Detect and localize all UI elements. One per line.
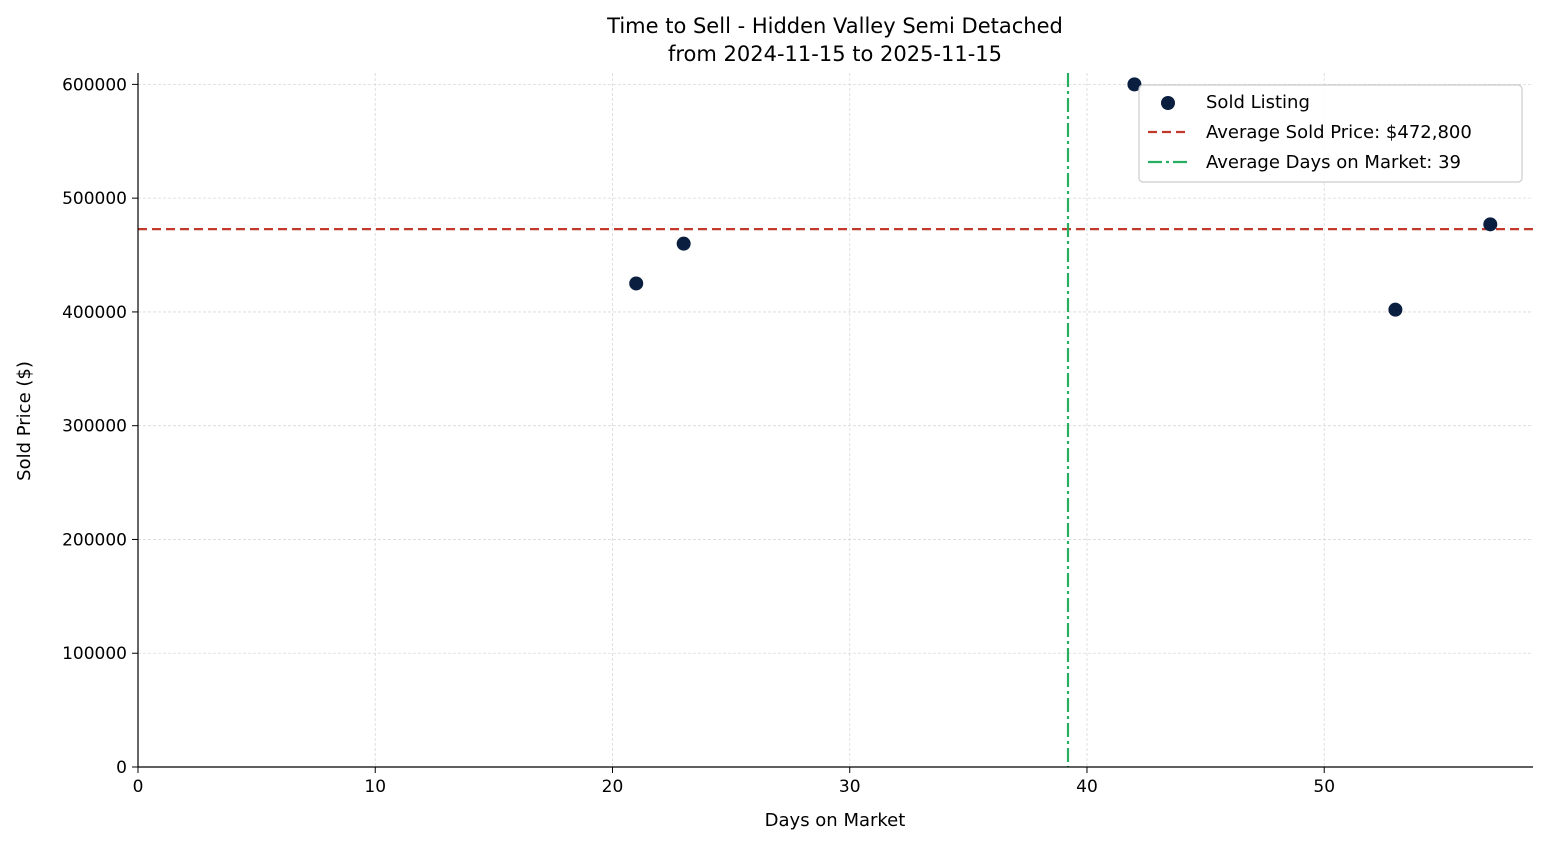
data-points [629, 77, 1498, 317]
y-tick-label: 600000 [62, 75, 127, 95]
legend-label-sold-listing: Sold Listing [1206, 92, 1310, 113]
y-tick-label: 200000 [62, 530, 127, 550]
legend-label-average-price: Average Sold Price: $472,800 [1206, 122, 1472, 143]
legend-box [1138, 84, 1523, 183]
sold-listing-point [1483, 217, 1498, 232]
x-tick-label: 10 [364, 777, 386, 797]
reference-lines [138, 73, 1533, 767]
legend-marker-sold-listing [1161, 96, 1175, 110]
sold-listing-point [1388, 302, 1403, 317]
x-axis-label: Days on Market [765, 810, 906, 831]
axes: 0 10 20 30 40 50 0 100000 200000 300000 400000 5000… [62, 73, 1533, 797]
y-tick-label: 0 [116, 758, 127, 778]
y-tick-label: 100000 [62, 644, 127, 664]
legend: Sold Listing Average Sold Price: $472,800… [1138, 84, 1523, 183]
chart-subtitle: from 2024-11-15 to 2025-11-15 [668, 42, 1002, 66]
x-tick-label: 30 [839, 777, 861, 797]
y-tick-label: 300000 [62, 417, 127, 437]
sold-listing-point [676, 236, 691, 251]
y-tick-label: 500000 [62, 189, 127, 209]
x-tick-label: 0 [133, 777, 144, 797]
x-tick-label: 20 [602, 777, 624, 797]
x-tick-label: 50 [1313, 777, 1335, 797]
y-axis-label: Sold Price ($) [14, 361, 35, 481]
y-tick-label: 400000 [62, 303, 127, 323]
sold-listing-point [629, 276, 644, 291]
legend-label-average-days: Average Days on Market: 39 [1206, 152, 1461, 173]
x-tick-label: 40 [1076, 777, 1098, 797]
sold-listing-point [1127, 77, 1142, 92]
chart-title: Time to Sell - Hidden Valley Semi Detach… [606, 14, 1063, 38]
